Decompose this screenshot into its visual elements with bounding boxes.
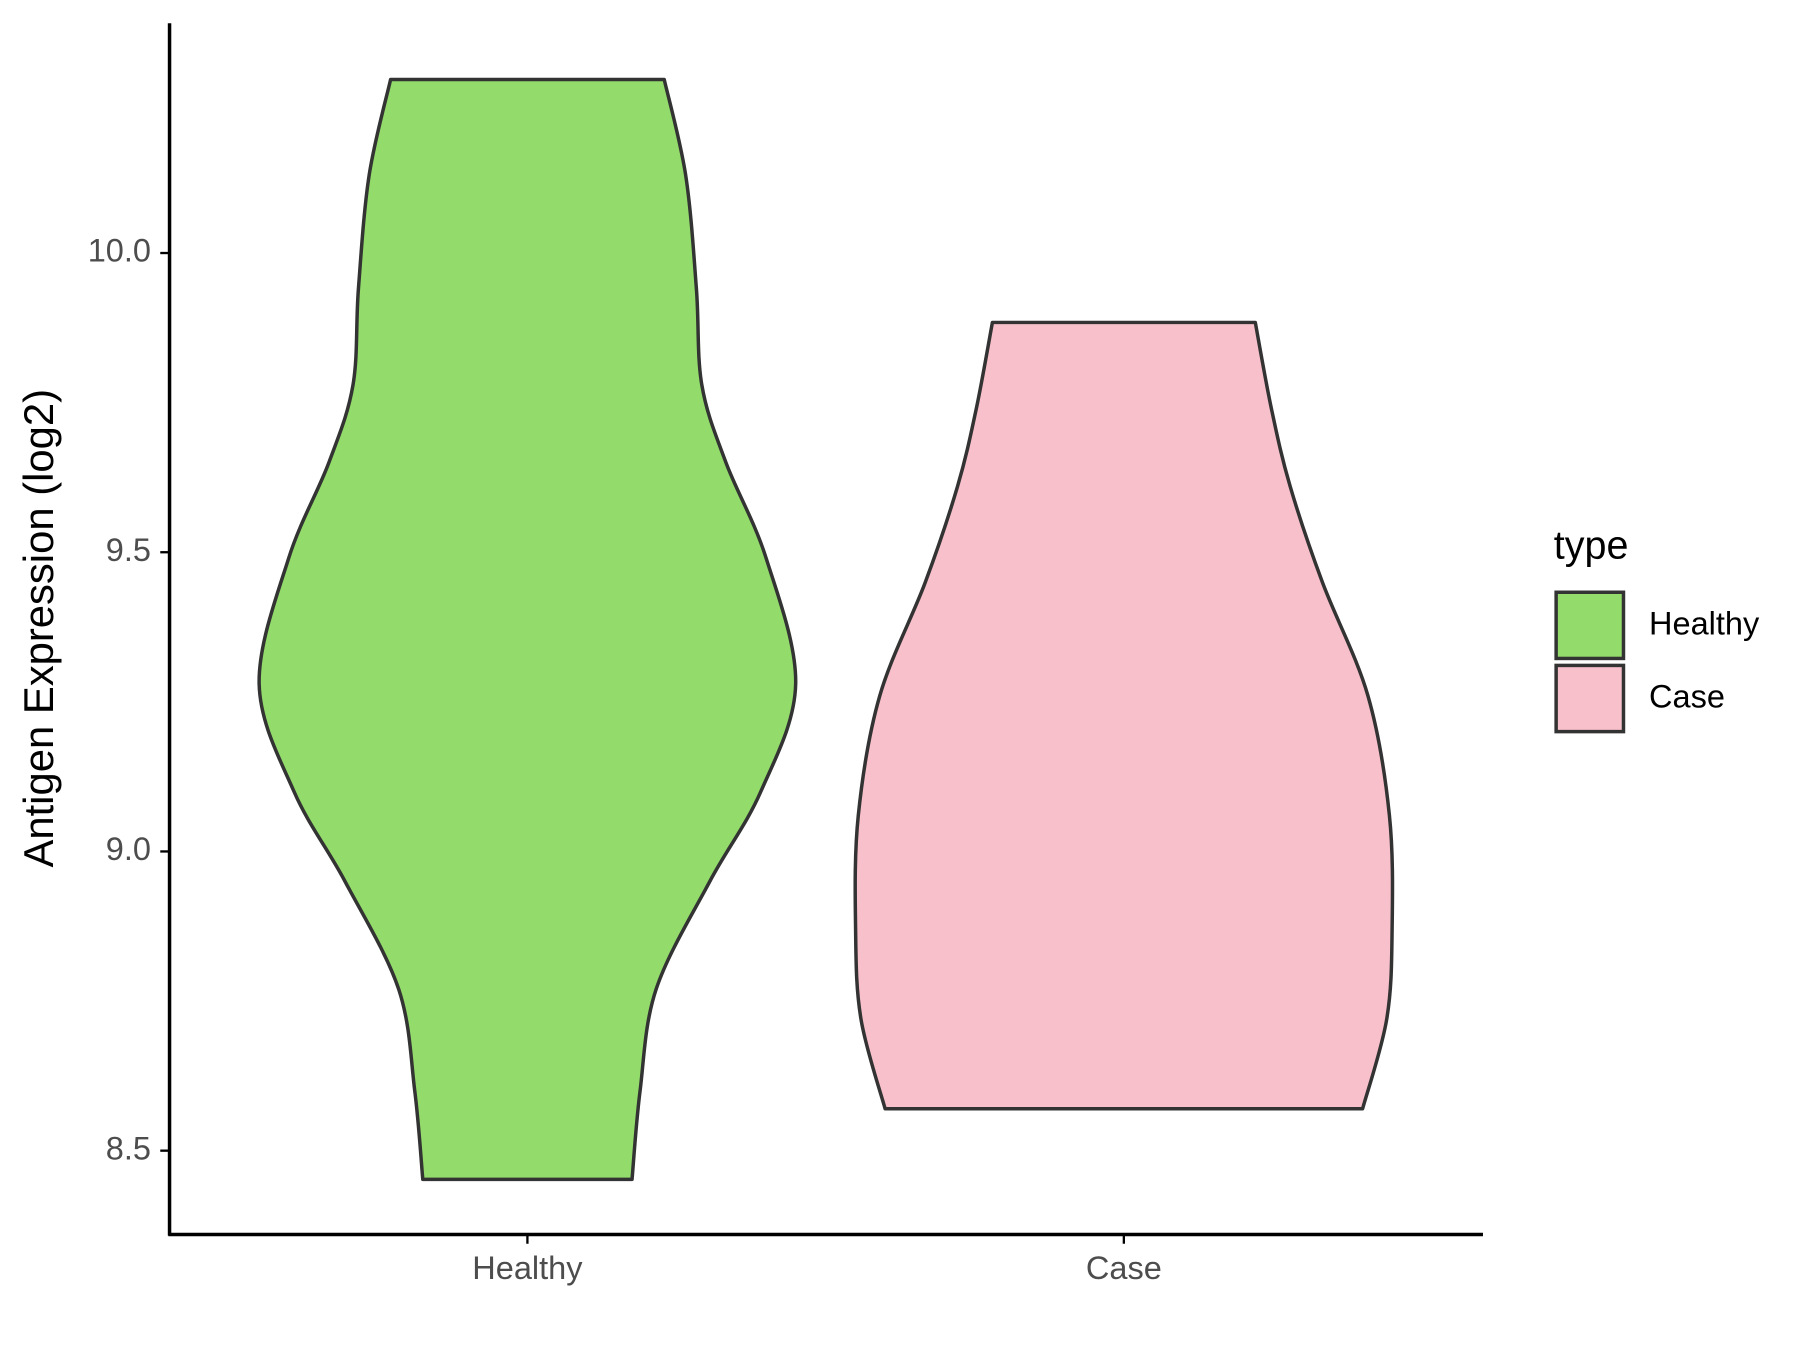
legend-key <box>1554 663 1626 734</box>
legend-label: Case <box>1649 679 1725 715</box>
x-tick-label: Healthy <box>472 1250 583 1286</box>
y-tick-label: 9.5 <box>106 532 151 568</box>
violin <box>853 320 1395 1111</box>
y-tick-label: 8.5 <box>106 1130 151 1166</box>
y-axis-title: Antigen Expression (log2) <box>15 389 62 868</box>
x-tick-label: Case <box>1086 1250 1162 1286</box>
legend-label: Healthy <box>1649 606 1760 642</box>
violin <box>257 77 798 1182</box>
y-tick-label: 10.0 <box>88 233 151 269</box>
y-tick-label: 9.0 <box>106 831 151 867</box>
legend-key <box>1554 590 1626 661</box>
legend-title: type <box>1554 524 1629 568</box>
